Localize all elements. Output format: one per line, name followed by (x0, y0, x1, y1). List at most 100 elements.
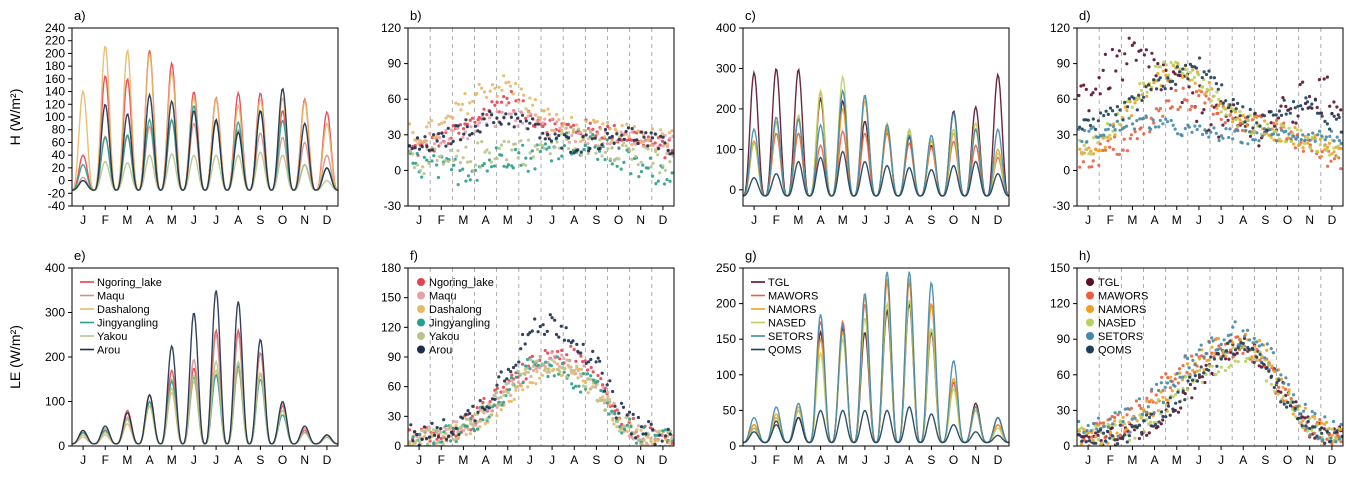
data-point (649, 436, 653, 441)
data-point (514, 119, 518, 123)
data-point (1139, 126, 1143, 130)
data-point (660, 139, 665, 143)
data-point (462, 429, 466, 433)
data-point (612, 123, 616, 128)
data-point (579, 372, 583, 376)
data-point (1258, 352, 1262, 356)
data-point (1215, 90, 1219, 94)
data-point (475, 92, 479, 96)
data-point (1325, 437, 1329, 441)
data-point (639, 425, 644, 429)
data-point (451, 426, 455, 431)
data-point (1323, 441, 1327, 445)
data-point (464, 118, 468, 122)
data-point (554, 136, 559, 140)
data-point (1276, 389, 1280, 393)
data-point (495, 414, 499, 418)
data-point (1178, 371, 1182, 375)
data-point (457, 131, 461, 135)
data-point (1131, 122, 1135, 126)
data-point (670, 129, 674, 133)
data-point (600, 398, 605, 402)
data-point (1275, 118, 1279, 122)
y-tick-label: 0 (394, 439, 401, 453)
data-point (1243, 334, 1247, 338)
data-point (490, 113, 494, 117)
data-point (1158, 106, 1162, 111)
legend-label: Dashalong (429, 304, 482, 316)
data-point (541, 124, 545, 129)
data-point (1142, 429, 1146, 433)
data-point (606, 147, 610, 151)
data-point (1216, 336, 1220, 341)
data-point (1226, 333, 1230, 338)
data-point (1262, 362, 1266, 366)
data-point (1303, 428, 1307, 432)
data-point (547, 145, 551, 149)
data-point (1190, 130, 1194, 134)
data-point (1156, 425, 1160, 429)
data-point (495, 157, 499, 161)
data-point (516, 156, 520, 160)
panel-label: g) (745, 248, 757, 263)
data-point (422, 429, 426, 433)
data-point (1181, 375, 1185, 379)
data-point (569, 344, 573, 348)
data-point (1284, 376, 1288, 380)
data-point (1209, 99, 1213, 103)
data-point (1116, 442, 1120, 446)
data-point (1241, 341, 1245, 345)
y-tick-label: 100 (716, 368, 736, 382)
data-point (1217, 344, 1221, 348)
data-point (562, 356, 566, 361)
data-point (468, 160, 473, 164)
y-tick-label: 150 (716, 332, 736, 346)
data-point (1273, 124, 1277, 128)
data-point (588, 387, 592, 391)
data-point (1267, 369, 1271, 373)
data-point (1128, 430, 1132, 434)
series-line-dashalong (72, 368, 338, 445)
data-point (413, 138, 417, 142)
data-point (1296, 407, 1300, 411)
data-point (497, 375, 501, 379)
data-point (605, 383, 609, 387)
data-point (579, 351, 583, 355)
x-tick-label: F (102, 213, 109, 227)
data-point (442, 120, 447, 124)
data-point (442, 134, 446, 138)
data-point (417, 147, 422, 151)
data-point (536, 359, 540, 363)
data-point (608, 142, 612, 146)
data-point (1169, 379, 1173, 383)
data-point (1310, 102, 1314, 106)
data-point (1209, 130, 1213, 134)
x-tick-label: S (256, 213, 264, 227)
data-point (517, 151, 521, 155)
data-point (617, 157, 621, 161)
data-point (437, 122, 441, 127)
data-point (651, 428, 655, 432)
data-point (1087, 129, 1091, 133)
data-point (413, 430, 417, 434)
data-point (444, 144, 448, 148)
data-point (452, 419, 456, 423)
data-point (456, 183, 460, 187)
data-point (574, 384, 578, 388)
data-point (1103, 145, 1107, 149)
data-point (641, 438, 645, 442)
data-point (533, 144, 537, 148)
data-point (1097, 163, 1101, 167)
data-point (1200, 111, 1204, 115)
data-point (570, 382, 574, 386)
data-point (1094, 127, 1098, 131)
data-point (482, 107, 486, 111)
data-point (499, 395, 503, 399)
data-point (1122, 433, 1127, 437)
data-point (1166, 404, 1171, 408)
data-point (1135, 419, 1139, 423)
data-point (1227, 357, 1231, 361)
data-point (470, 132, 474, 136)
data-point (432, 441, 436, 446)
data-point (502, 139, 506, 144)
